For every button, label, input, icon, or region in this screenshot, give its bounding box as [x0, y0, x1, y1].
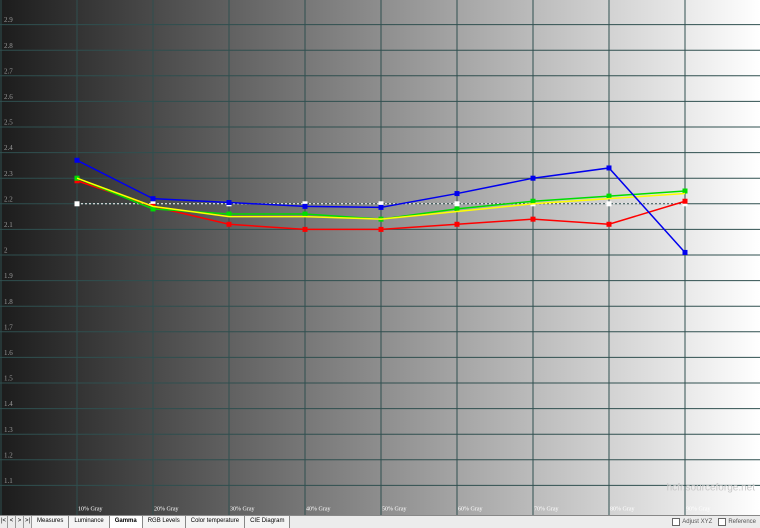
x-tick-label: 60% Gray	[458, 506, 483, 512]
tab-bar: |< < > >| Measures Luminance Gamma RGB L…	[0, 515, 760, 528]
point	[150, 196, 156, 202]
y-tick-label: 2.4	[4, 144, 13, 152]
x-tick-label: 90% Gray	[686, 506, 711, 512]
y-tick-label: 1.4	[4, 400, 13, 408]
y-tick-label: 1.7	[4, 323, 13, 331]
point	[302, 203, 308, 209]
point	[226, 221, 232, 227]
tab[interactable]: Color temperature	[185, 516, 246, 528]
tab[interactable]: CIE Diagram	[245, 516, 291, 528]
tab[interactable]: Measures	[32, 516, 70, 528]
y-tick-label: 1.9	[4, 272, 13, 280]
gamma-chart: 10% Gray 20% Gray 30% Gray 40% Gray 50% Gray…	[0, 0, 760, 515]
x-tick-label: 20% Gray	[154, 506, 179, 512]
option[interactable]: Reference	[718, 516, 756, 528]
options: Adjust XYZ Reference	[666, 516, 760, 528]
y-tick-label: 2.7	[4, 67, 13, 75]
point	[74, 157, 80, 163]
point	[74, 178, 80, 184]
point	[454, 191, 460, 197]
checkbox[interactable]	[672, 518, 681, 526]
y-tick-label: 1.5	[4, 375, 13, 383]
background	[0, 0, 760, 515]
point	[302, 226, 308, 232]
option-label: Adjust XYZ	[682, 518, 713, 525]
point	[530, 198, 536, 204]
point	[606, 165, 612, 171]
point	[606, 201, 612, 207]
option[interactable]: Adjust XYZ	[672, 516, 712, 528]
point	[150, 201, 156, 207]
x-tick-label: 30% Gray	[230, 506, 255, 512]
x-tick-label: 80% Gray	[610, 506, 635, 512]
point	[150, 206, 156, 212]
y-tick-label: 2.3	[4, 170, 13, 178]
nav-button[interactable]: |<	[0, 516, 8, 528]
y-tick-label: 1.6	[4, 349, 13, 357]
y-tick-label: 2.2	[4, 195, 13, 203]
point	[682, 198, 688, 204]
checkbox[interactable]	[718, 518, 727, 526]
option-label: Reference	[728, 518, 756, 525]
x-tick-label: 70% Gray	[534, 506, 559, 512]
y-tick-label: 2	[4, 247, 8, 255]
y-tick-label: 2.9	[4, 16, 13, 24]
point	[378, 204, 384, 210]
point	[530, 216, 536, 222]
nav-button[interactable]: >|	[24, 516, 32, 528]
y-tick-label: 2.6	[4, 93, 13, 101]
point	[606, 221, 612, 227]
point	[606, 193, 612, 199]
point	[682, 188, 688, 194]
y-tick-label: 2.8	[4, 42, 13, 50]
tab[interactable]: Gamma	[109, 516, 143, 528]
point	[454, 206, 460, 212]
series-line	[76, 177, 686, 220]
x-tick-label: 10% Gray	[78, 506, 103, 512]
point	[530, 175, 536, 181]
point	[226, 211, 232, 217]
tab[interactable]: RGB Levels	[142, 516, 186, 528]
point	[378, 201, 384, 207]
point	[226, 200, 232, 206]
point	[302, 211, 308, 217]
point	[454, 221, 460, 227]
y-tick-label: 1.8	[4, 298, 13, 306]
nav-button[interactable]: <	[8, 516, 16, 528]
x-tick-label: 50% Gray	[382, 506, 407, 512]
x-tick-label: 40% Gray	[306, 506, 331, 512]
point	[302, 201, 308, 207]
watermark: hcfr.sourceforge.net	[667, 483, 756, 494]
point	[682, 249, 688, 255]
point	[454, 201, 460, 207]
nav-button[interactable]: >	[16, 516, 24, 528]
tab[interactable]: Luminance	[69, 516, 110, 528]
y-tick-label: 1.3	[4, 426, 13, 434]
y-tick-label: 1.1	[4, 477, 13, 485]
y-tick-label: 1.2	[4, 451, 13, 459]
point	[74, 201, 80, 207]
y-tick-label: 2.5	[4, 119, 13, 127]
point	[682, 201, 688, 207]
y-tick-label: 2.1	[4, 221, 13, 229]
point	[378, 226, 384, 232]
